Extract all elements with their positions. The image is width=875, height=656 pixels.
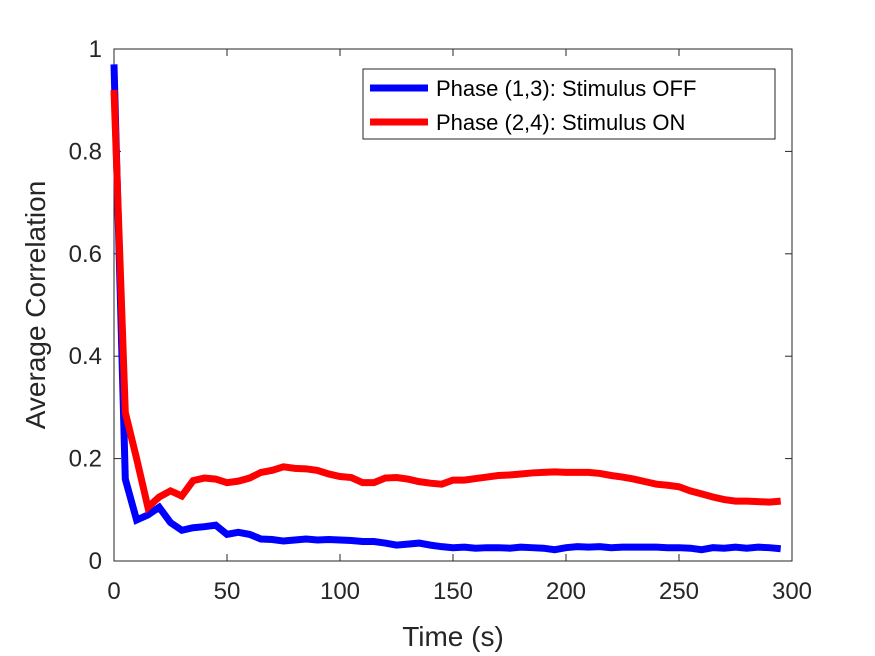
series-line-stimulus-off: [110, 64, 782, 554]
y-axis-label: Average Correlation: [20, 181, 51, 430]
x-tick-label: 250: [659, 578, 699, 605]
series-lines: [110, 64, 782, 554]
x-tick-label: 0: [107, 578, 120, 605]
x-tick-label: 100: [320, 578, 360, 605]
x-axis-label: Time (s): [402, 621, 504, 652]
legend-label-on: Phase (2,4): Stimulus ON: [436, 110, 685, 135]
y-tick-label: 0.4: [69, 343, 102, 370]
x-tick-label: 50: [214, 578, 241, 605]
x-tick-label: 300: [772, 578, 812, 605]
y-tick-label: 0: [89, 548, 102, 575]
y-tick-label: 1: [89, 36, 102, 63]
legend-box: [362, 68, 776, 140]
x-axis-ticks: 0 50 100 150 200 250 300: [107, 49, 812, 605]
y-tick-label: 0.8: [69, 138, 102, 165]
y-tick-label: 0.2: [69, 446, 102, 473]
x-tick-label: 150: [433, 578, 473, 605]
y-axis-ticks: 0 0.2 0.4 0.6 0.8 1: [69, 36, 792, 575]
legend: Phase (1,3): Stimulus OFF Phase (2,4): S…: [362, 68, 776, 140]
x-tick-label: 200: [546, 578, 586, 605]
y-tick-label: 0.6: [69, 241, 102, 268]
legend-label-off: Phase (1,3): Stimulus OFF: [436, 76, 696, 101]
series-line-stimulus-on: [110, 89, 782, 514]
